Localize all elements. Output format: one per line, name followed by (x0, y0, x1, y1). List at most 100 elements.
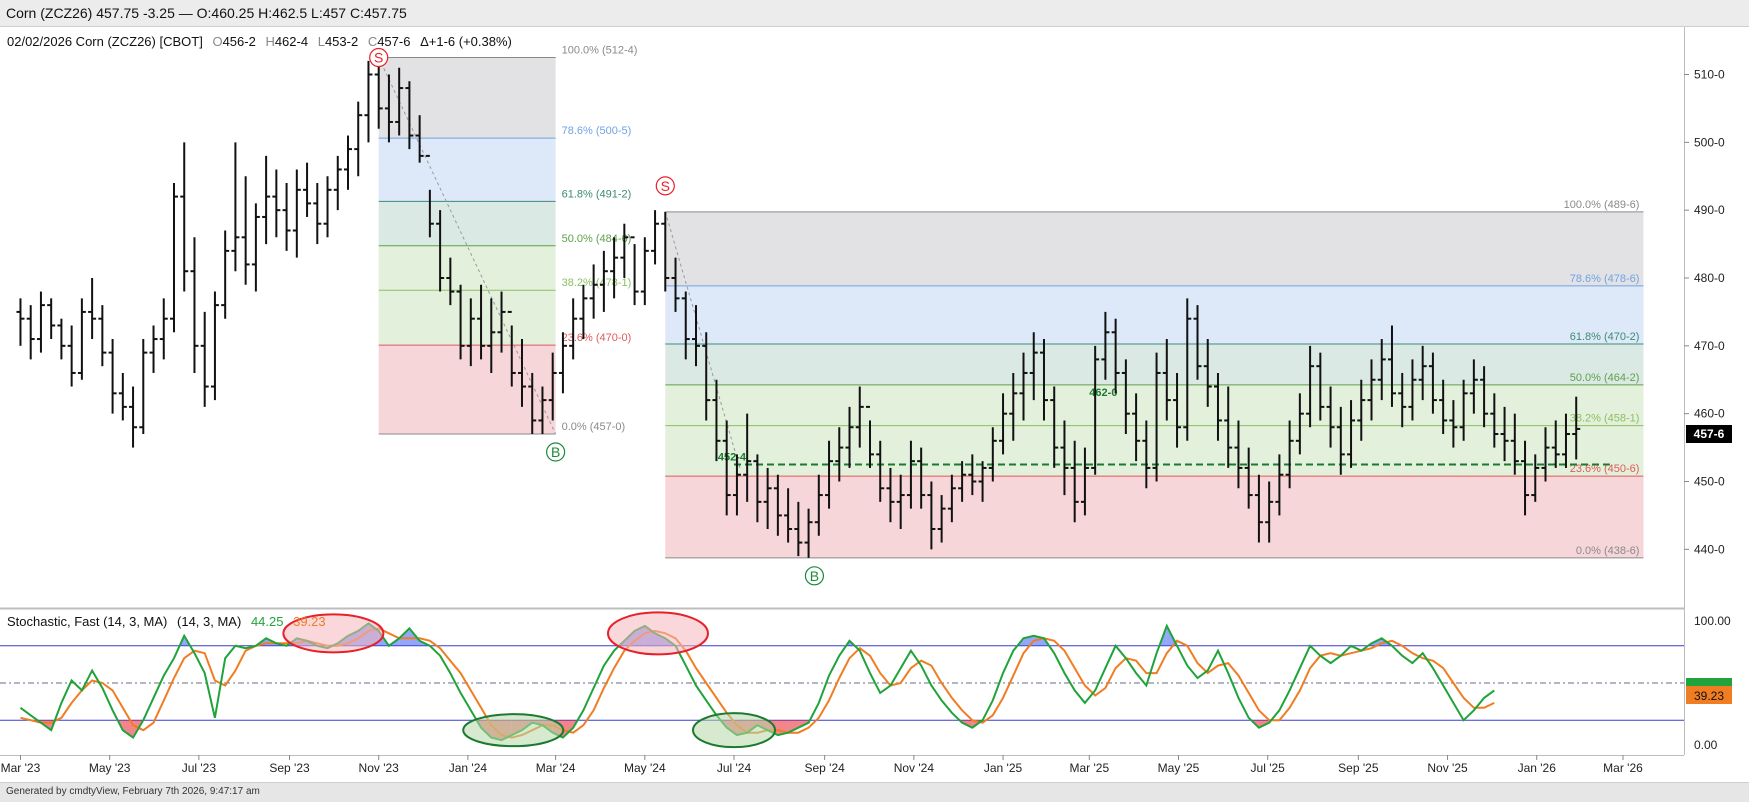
ohlc-change-value: Δ+1-6 (+0.38%) (420, 34, 512, 49)
ohlc-bar (794, 501, 803, 557)
ohlc-bar (855, 386, 864, 448)
price-tick-label: 440-0 (1694, 542, 1725, 556)
ohlc-bar (313, 183, 322, 245)
ohlc-bar (917, 447, 926, 509)
ohlc-bar (569, 298, 578, 360)
ohlc-bar (364, 60, 373, 143)
fib-band (665, 344, 1644, 385)
stochastic-zone-fill (122, 720, 134, 738)
ohlc-bar (865, 405, 874, 468)
fib-level-label: 23.6% (450-6) (1570, 463, 1640, 475)
stoch-k-tag (1686, 678, 1732, 686)
ohlc-bar (1398, 372, 1407, 428)
stochastic-tick-label: 100.00 (1694, 614, 1731, 628)
ohlc-bar (763, 467, 772, 529)
ohlc-bar (1551, 420, 1560, 468)
ohlc-bar (1418, 345, 1427, 401)
ohlc-bar (395, 67, 404, 136)
ohlc-bar (825, 440, 834, 509)
ohlc-bar (1070, 440, 1079, 523)
ohlc-bar (1254, 474, 1263, 543)
ohlc-bar (712, 379, 721, 462)
last-price-label: 457-6 (1694, 427, 1725, 441)
ohlc-bar (159, 298, 168, 360)
time-tick-label: May '25 (1158, 761, 1200, 775)
ohlc-bar (1009, 372, 1018, 441)
ohlc-bar (1387, 325, 1396, 407)
price-tick-label: 490-0 (1694, 203, 1725, 217)
signal-marker-letter: S (661, 178, 670, 194)
ohlc-bar (210, 291, 219, 401)
signal-marker-layer: S S B B (369, 47, 825, 586)
chart-canvas[interactable]: 100.0% (512-4) 78.6% (500-5) 61.8% (491-2)… (0, 27, 1749, 782)
ohlc-bar (579, 284, 588, 340)
ohlc-bar (1490, 393, 1499, 448)
ohlc-bar (1408, 359, 1417, 421)
ohlc-bar (282, 183, 291, 251)
ohlc-bar (1183, 298, 1192, 441)
ohlc-bar (507, 310, 516, 387)
time-tick-label: Mar '23 (1, 761, 41, 775)
ohlc-bar (57, 318, 66, 360)
ohlc-bar (436, 210, 445, 292)
ohlc-bar (354, 101, 363, 177)
ohlc-bar (1213, 372, 1222, 441)
time-tick-label: May '24 (624, 761, 666, 775)
ohlc-bar (896, 474, 905, 529)
ohlc-bar (517, 339, 526, 407)
time-tick-label: Mar '24 (536, 761, 576, 775)
signal-marker-letter: B (810, 568, 819, 584)
signal-marker-letter: B (551, 444, 560, 460)
stochastic-header: Stochastic, Fast (14, 3, MA) (14, 3, MA)… (7, 614, 326, 629)
ohlc-bar (1121, 359, 1130, 435)
ohlc-bar (589, 264, 598, 319)
fib-band (378, 57, 556, 139)
ohlc-bar (722, 420, 731, 516)
time-axis: Mar '23 May '23 Jul '23 Sep '23 Nov '23 Jan '… (1, 755, 1643, 775)
ohlc-bar (1377, 339, 1386, 401)
ohlc-bar (845, 406, 854, 468)
price-axis: 440-0 450-0 460-0 470-0 480-0 490-0 500-0 510-0 (1684, 67, 1725, 556)
ohlc-bar (968, 454, 977, 496)
fib-band (378, 138, 556, 202)
ohlc-bar (251, 203, 260, 292)
ohlc-bar (333, 155, 342, 211)
stochastic-layer: 0.00 100.00 (0, 611, 1731, 752)
ohlc-bar (323, 176, 332, 238)
ohlc-bar (773, 474, 782, 536)
ohlc-bar (651, 210, 660, 265)
ohlc-bar (999, 393, 1008, 455)
ohlc-bar (1203, 339, 1212, 407)
ohlc-bar (1173, 372, 1182, 448)
ohlc-high-value: 462-4 (275, 34, 308, 49)
stoch-d-tag (1686, 686, 1732, 704)
ohlc-bar (1336, 406, 1345, 475)
ohlc-bar (1561, 413, 1570, 468)
price-panel-title: 02/02/2026 Corn (ZCZ26) [CBOT] (7, 34, 203, 49)
ohlc-bar (169, 183, 178, 333)
ohlc-bar (241, 176, 250, 285)
ohlc-bar (947, 474, 956, 523)
fib-band (665, 476, 1644, 558)
fib-level-label: 38.2% (458-1) (1570, 413, 1640, 425)
ohlc-open-value: 456-2 (223, 34, 256, 49)
ohlc-bar (1224, 386, 1233, 468)
window-title-text: Corn (ZCZ26) 457.75 -3.25 — O:460.25 H:4… (6, 5, 407, 21)
ohlc-bar (671, 257, 680, 312)
ohlc-bar (1265, 481, 1274, 543)
ohlc-bar (384, 74, 393, 143)
fib-level-label: 0.0% (457-0) (562, 421, 626, 433)
time-tick-label: Sep '23 (269, 761, 310, 775)
time-tick-label: Jul '24 (717, 761, 752, 775)
time-tick-label: Sep '24 (804, 761, 845, 775)
ohlc-bar (1091, 345, 1100, 475)
time-tick-label: Jul '23 (182, 761, 217, 775)
ohlc-bar (1132, 393, 1141, 462)
ohlc-bar (835, 427, 844, 482)
ohlc-bar (466, 298, 475, 367)
ohlc-bar (1111, 318, 1120, 394)
time-tick-label: Nov '25 (1427, 761, 1468, 775)
ohlc-bar (988, 427, 997, 482)
price-annotation: 462-0 (1089, 387, 1117, 399)
ohlc-bar (906, 440, 915, 509)
